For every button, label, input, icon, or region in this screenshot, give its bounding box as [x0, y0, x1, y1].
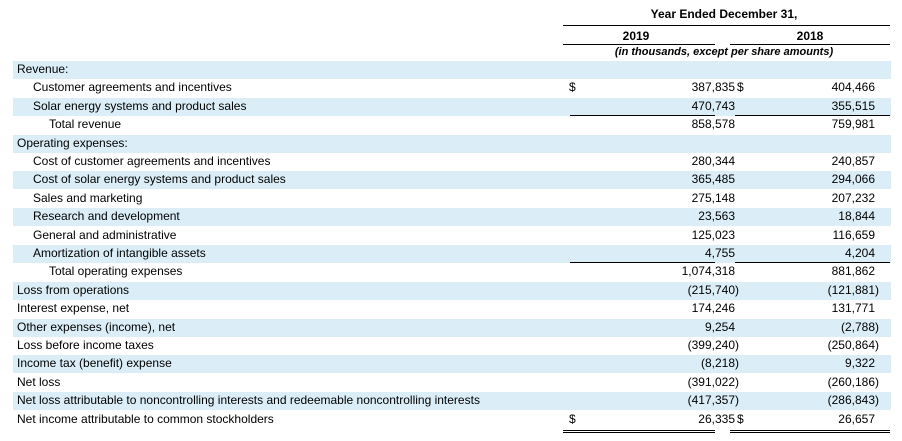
- table-row: Net income attributable to common stockh…: [13, 411, 891, 429]
- value-2019: (391,022): [687, 374, 739, 389]
- table-row: Loss from operations (215,740) (121,881): [13, 281, 891, 300]
- value-2018: 881,862: [831, 264, 875, 279]
- row-label: General and administrative: [33, 227, 177, 242]
- row-label: Sales and marketing: [33, 190, 143, 205]
- row-label: Net income attributable to common stockh…: [17, 411, 274, 426]
- row-label: Cost of customer agreements and incentiv…: [33, 154, 271, 168]
- subtotal-rule: [563, 430, 715, 433]
- subtotal-rule: [735, 115, 890, 117]
- table-row: Other expenses (income), net 9,254 (2,788): [13, 318, 891, 337]
- value-2019: 365,485: [691, 172, 735, 187]
- value-2018: 131,771: [831, 301, 875, 316]
- value-2019: 4,755: [704, 246, 735, 260]
- value-2018: 355,515: [831, 98, 875, 113]
- table-row: Cost of customer agreements and incentiv…: [13, 153, 891, 171]
- value-2018: 9,322: [844, 356, 875, 371]
- value-2018: 294,066: [831, 172, 875, 187]
- value-2018: 759,981: [831, 117, 875, 132]
- value-2019: (8,218): [700, 356, 739, 371]
- table-row: Loss before income taxes (399,240) (250,86…: [13, 337, 891, 355]
- row-label: Solar energy systems and product sales: [33, 98, 247, 113]
- value-2019: 275,148: [691, 190, 735, 205]
- value-2019: 280,344: [691, 154, 735, 168]
- value-2018: 404,466: [831, 80, 875, 95]
- row-label: Loss before income taxes: [17, 338, 154, 352]
- value-2018: (250,864): [827, 338, 879, 352]
- subtotal-rule: [735, 262, 890, 264]
- header-units: (in thousands, except per share amounts): [614, 46, 834, 58]
- table-row: Research and development 23,563 18,844: [13, 208, 891, 227]
- table-row: Solar energy systems and product sales 47…: [13, 97, 891, 116]
- row-label: Amortization of intangible assets: [33, 246, 206, 260]
- value-2019: 470,743: [691, 98, 735, 113]
- table-row: Sales and marketing 275,148 207,232: [13, 190, 891, 208]
- row-label: Research and development: [33, 209, 180, 224]
- header-year-2018: 2018: [796, 29, 824, 43]
- table-row: Total operating expenses 1,074,318 881,862: [13, 263, 891, 281]
- row-label: Net loss: [17, 374, 61, 389]
- value-2019: 125,023: [691, 227, 735, 242]
- table-row: Revenue:: [13, 61, 891, 79]
- value-2018: 18,844: [838, 209, 875, 224]
- value-2018: 26,657: [838, 411, 875, 426]
- currency-symbol-2019: $: [569, 411, 576, 426]
- header-year-2019: 2019: [622, 29, 650, 43]
- value-2018: 116,659: [832, 227, 876, 242]
- value-2018: 240,857: [831, 154, 875, 168]
- value-2019: 26,335: [698, 411, 735, 426]
- value-2018: (260,186): [827, 374, 879, 389]
- header-rule-2019: [563, 44, 715, 45]
- header-rule-2018: [730, 44, 890, 45]
- table-row: General and administrative 125,023 116,659: [13, 227, 891, 245]
- value-2018: 207,232: [831, 190, 875, 205]
- row-label: Total revenue: [49, 117, 122, 132]
- value-2019: (215,740): [687, 282, 739, 297]
- table-row: Customer agreements and incentives $ $387,…: [13, 79, 891, 97]
- table-row: Cost of solar energy systems and product…: [13, 171, 891, 190]
- subtotal-rule: [570, 115, 715, 117]
- value-2018: (286,843): [827, 393, 879, 408]
- row-label: Net loss attributable to noncontrolling …: [17, 393, 480, 408]
- table-row: Interest expense, net 174,246 131,771: [13, 300, 891, 318]
- subtotal-rule: [730, 430, 890, 433]
- value-2019: 9,254: [704, 319, 735, 334]
- value-2019: 1,074,318: [681, 264, 735, 279]
- table-row: Amortization of intangible assets 4,755 4,…: [13, 245, 891, 263]
- value-2018: (121,881): [827, 282, 879, 297]
- row-label: Customer agreements and incentives: [33, 80, 232, 95]
- table-row: Total revenue 858,578 759,981: [13, 116, 891, 134]
- row-label: Revenue:: [17, 62, 69, 76]
- value-2019: (399,240): [687, 338, 739, 352]
- row-label: Total operating expenses: [49, 264, 183, 279]
- row-label: Other expenses (income), net: [17, 319, 176, 334]
- row-label: Operating expenses:: [17, 135, 128, 150]
- table-row: Net loss (391,022) (260,186): [13, 374, 891, 392]
- header-rule-period: [563, 25, 890, 26]
- currency-symbol-2018: $: [737, 411, 744, 426]
- value-2019: 387,835: [691, 80, 735, 95]
- value-2019: 174,246: [691, 301, 735, 316]
- table-row: Income tax (benefit) expense (8,218) 9,322: [13, 355, 891, 374]
- value-2018: (2,788): [840, 319, 879, 334]
- row-label: Interest expense, net: [17, 301, 130, 316]
- table-row: Operating expenses:: [13, 134, 891, 153]
- row-label: Loss from operations: [17, 282, 130, 297]
- currency-symbol-2018: $: [737, 80, 744, 95]
- row-label: Income tax (benefit) expense: [17, 356, 172, 371]
- table-row: Net loss attributable to noncontrolling …: [13, 392, 891, 411]
- currency-symbol-2019: $: [569, 80, 576, 95]
- subtotal-rule: [570, 262, 715, 264]
- value-2019: (417,357): [687, 393, 739, 408]
- value-2018: 4,204: [844, 246, 875, 260]
- header-period: Year Ended December 31,: [650, 7, 798, 21]
- value-2019: 858,578: [691, 117, 735, 132]
- value-2019: 23,563: [698, 209, 735, 224]
- row-label: Cost of solar energy systems and product…: [33, 172, 286, 187]
